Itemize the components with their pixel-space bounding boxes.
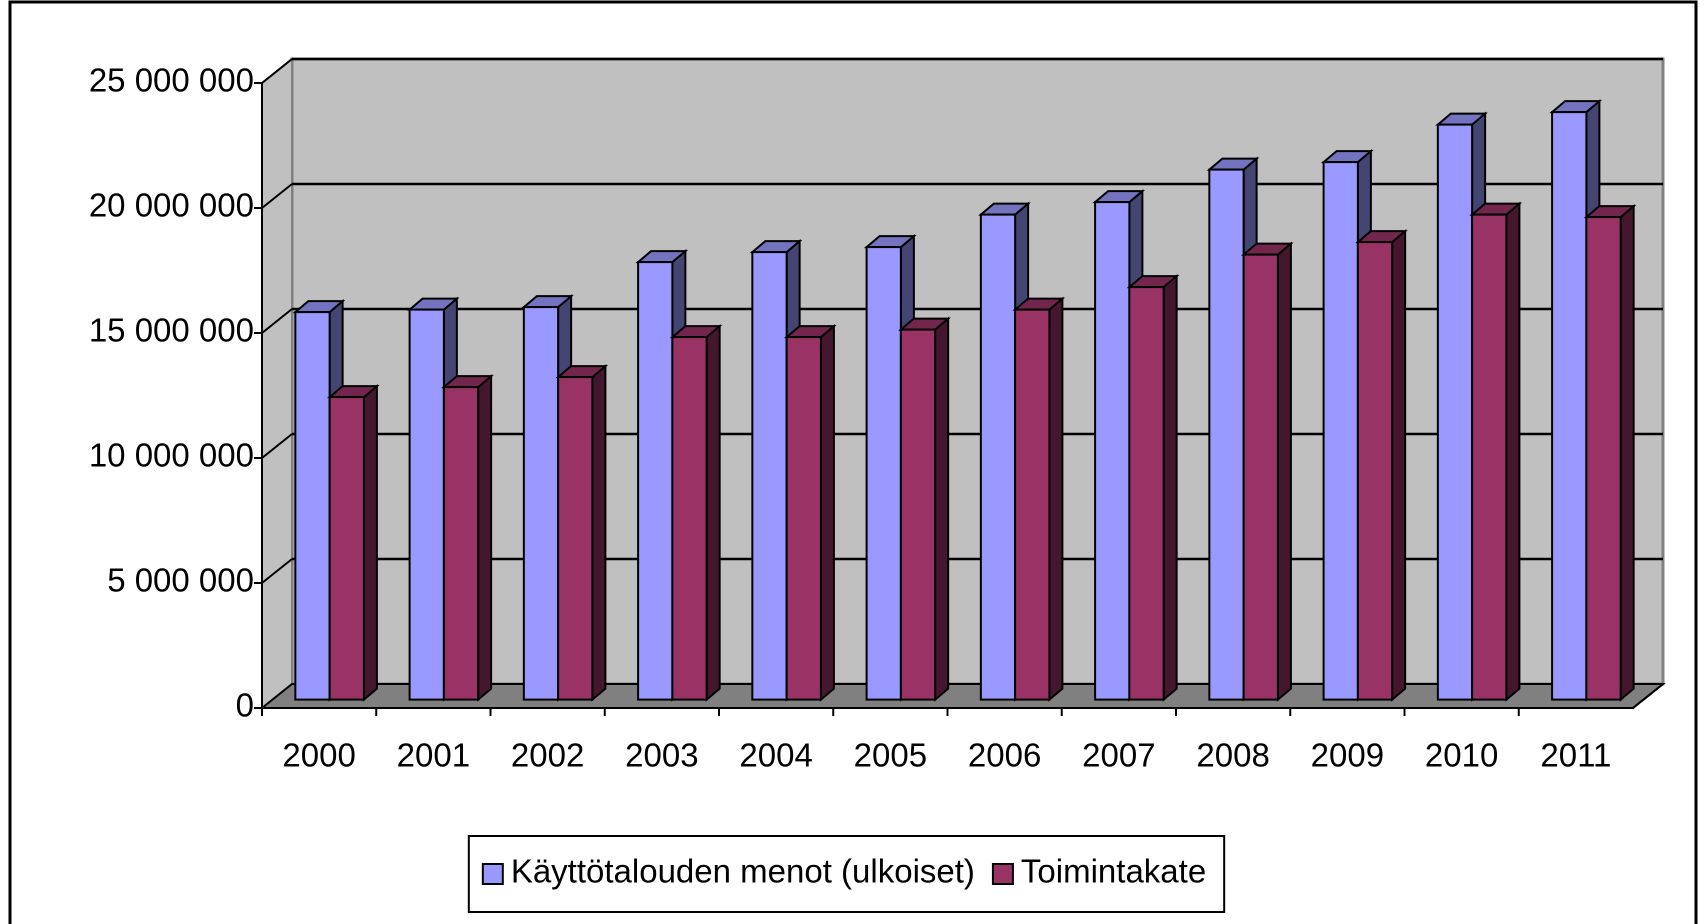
- bar: [1014, 308, 1051, 701]
- x-tick-label: 2000: [282, 737, 355, 774]
- x-axis-depth: [1632, 683, 1664, 709]
- legend: Käyttötalouden menot (ulkoiset) Toimintak…: [467, 835, 1226, 913]
- y-tick-label: 15 000 000: [89, 312, 254, 349]
- grid-line-side: [261, 558, 293, 584]
- x-tick-label: 2005: [854, 737, 927, 774]
- bar-side: [1505, 201, 1521, 702]
- y-tick-label: 0: [236, 687, 254, 724]
- bar: [637, 261, 674, 701]
- bar: [1436, 123, 1474, 701]
- bar-side: [362, 383, 378, 702]
- x-tick-label: 2003: [625, 737, 698, 774]
- side-wall: [261, 56, 293, 711]
- bar: [785, 336, 822, 701]
- legend-swatch: [481, 863, 504, 885]
- bar-side: [819, 323, 835, 702]
- y-tick-label: 10 000 000: [89, 437, 254, 474]
- bar: [1471, 213, 1508, 701]
- bar-side: [1162, 273, 1178, 702]
- bar-side: [1276, 241, 1292, 702]
- grid-line-side: [261, 183, 293, 209]
- x-tick-label: 2007: [1082, 737, 1155, 774]
- bar: [1356, 241, 1394, 701]
- bar: [557, 376, 594, 701]
- x-tick-label: 2004: [739, 737, 812, 774]
- bar-side: [477, 373, 493, 702]
- bar-side: [934, 316, 950, 702]
- grid-line-side: [261, 58, 293, 84]
- legend-swatch: [991, 863, 1014, 885]
- x-tick-label: 2011: [1540, 737, 1611, 774]
- x-tick-label: 2002: [511, 737, 584, 774]
- bar: [328, 396, 365, 701]
- bar: [865, 246, 902, 701]
- bar-side: [591, 363, 607, 702]
- bar: [1551, 111, 1588, 701]
- x-tick-label: 2008: [1196, 737, 1269, 774]
- bar: [294, 311, 331, 701]
- bar: [1208, 168, 1245, 701]
- bar: [751, 251, 788, 701]
- grid-line-side: [261, 433, 293, 459]
- bar: [522, 306, 560, 701]
- x-tick-label: 2009: [1311, 737, 1384, 774]
- bar-side: [1048, 296, 1064, 702]
- bar: [671, 336, 708, 701]
- bar: [1128, 286, 1165, 701]
- legend-label: Käyttötalouden menot (ulkoiset): [511, 853, 975, 890]
- y-tick-label: 20 000 000: [89, 187, 254, 224]
- bar: [1094, 201, 1131, 701]
- x-tick-label: 2001: [397, 737, 470, 774]
- y-tick-label: 25 000 000: [89, 62, 254, 99]
- legend-box: [467, 835, 1226, 913]
- bar: [442, 386, 480, 701]
- y-tick-label: 5 000 000: [107, 562, 254, 599]
- bar: [979, 213, 1017, 701]
- bar-side: [1619, 203, 1635, 702]
- bar: [1322, 161, 1359, 701]
- bar: [1585, 216, 1622, 701]
- bar-side: [705, 323, 721, 702]
- legend-label: Toimintakate: [1021, 853, 1206, 890]
- bar-side: [1391, 228, 1407, 702]
- grid-line-side: [261, 308, 293, 334]
- bar: [899, 328, 937, 701]
- bar: [408, 308, 445, 701]
- x-tick-label: 2006: [968, 737, 1041, 774]
- bar: [1242, 253, 1279, 701]
- x-tick-label: 2010: [1425, 737, 1498, 774]
